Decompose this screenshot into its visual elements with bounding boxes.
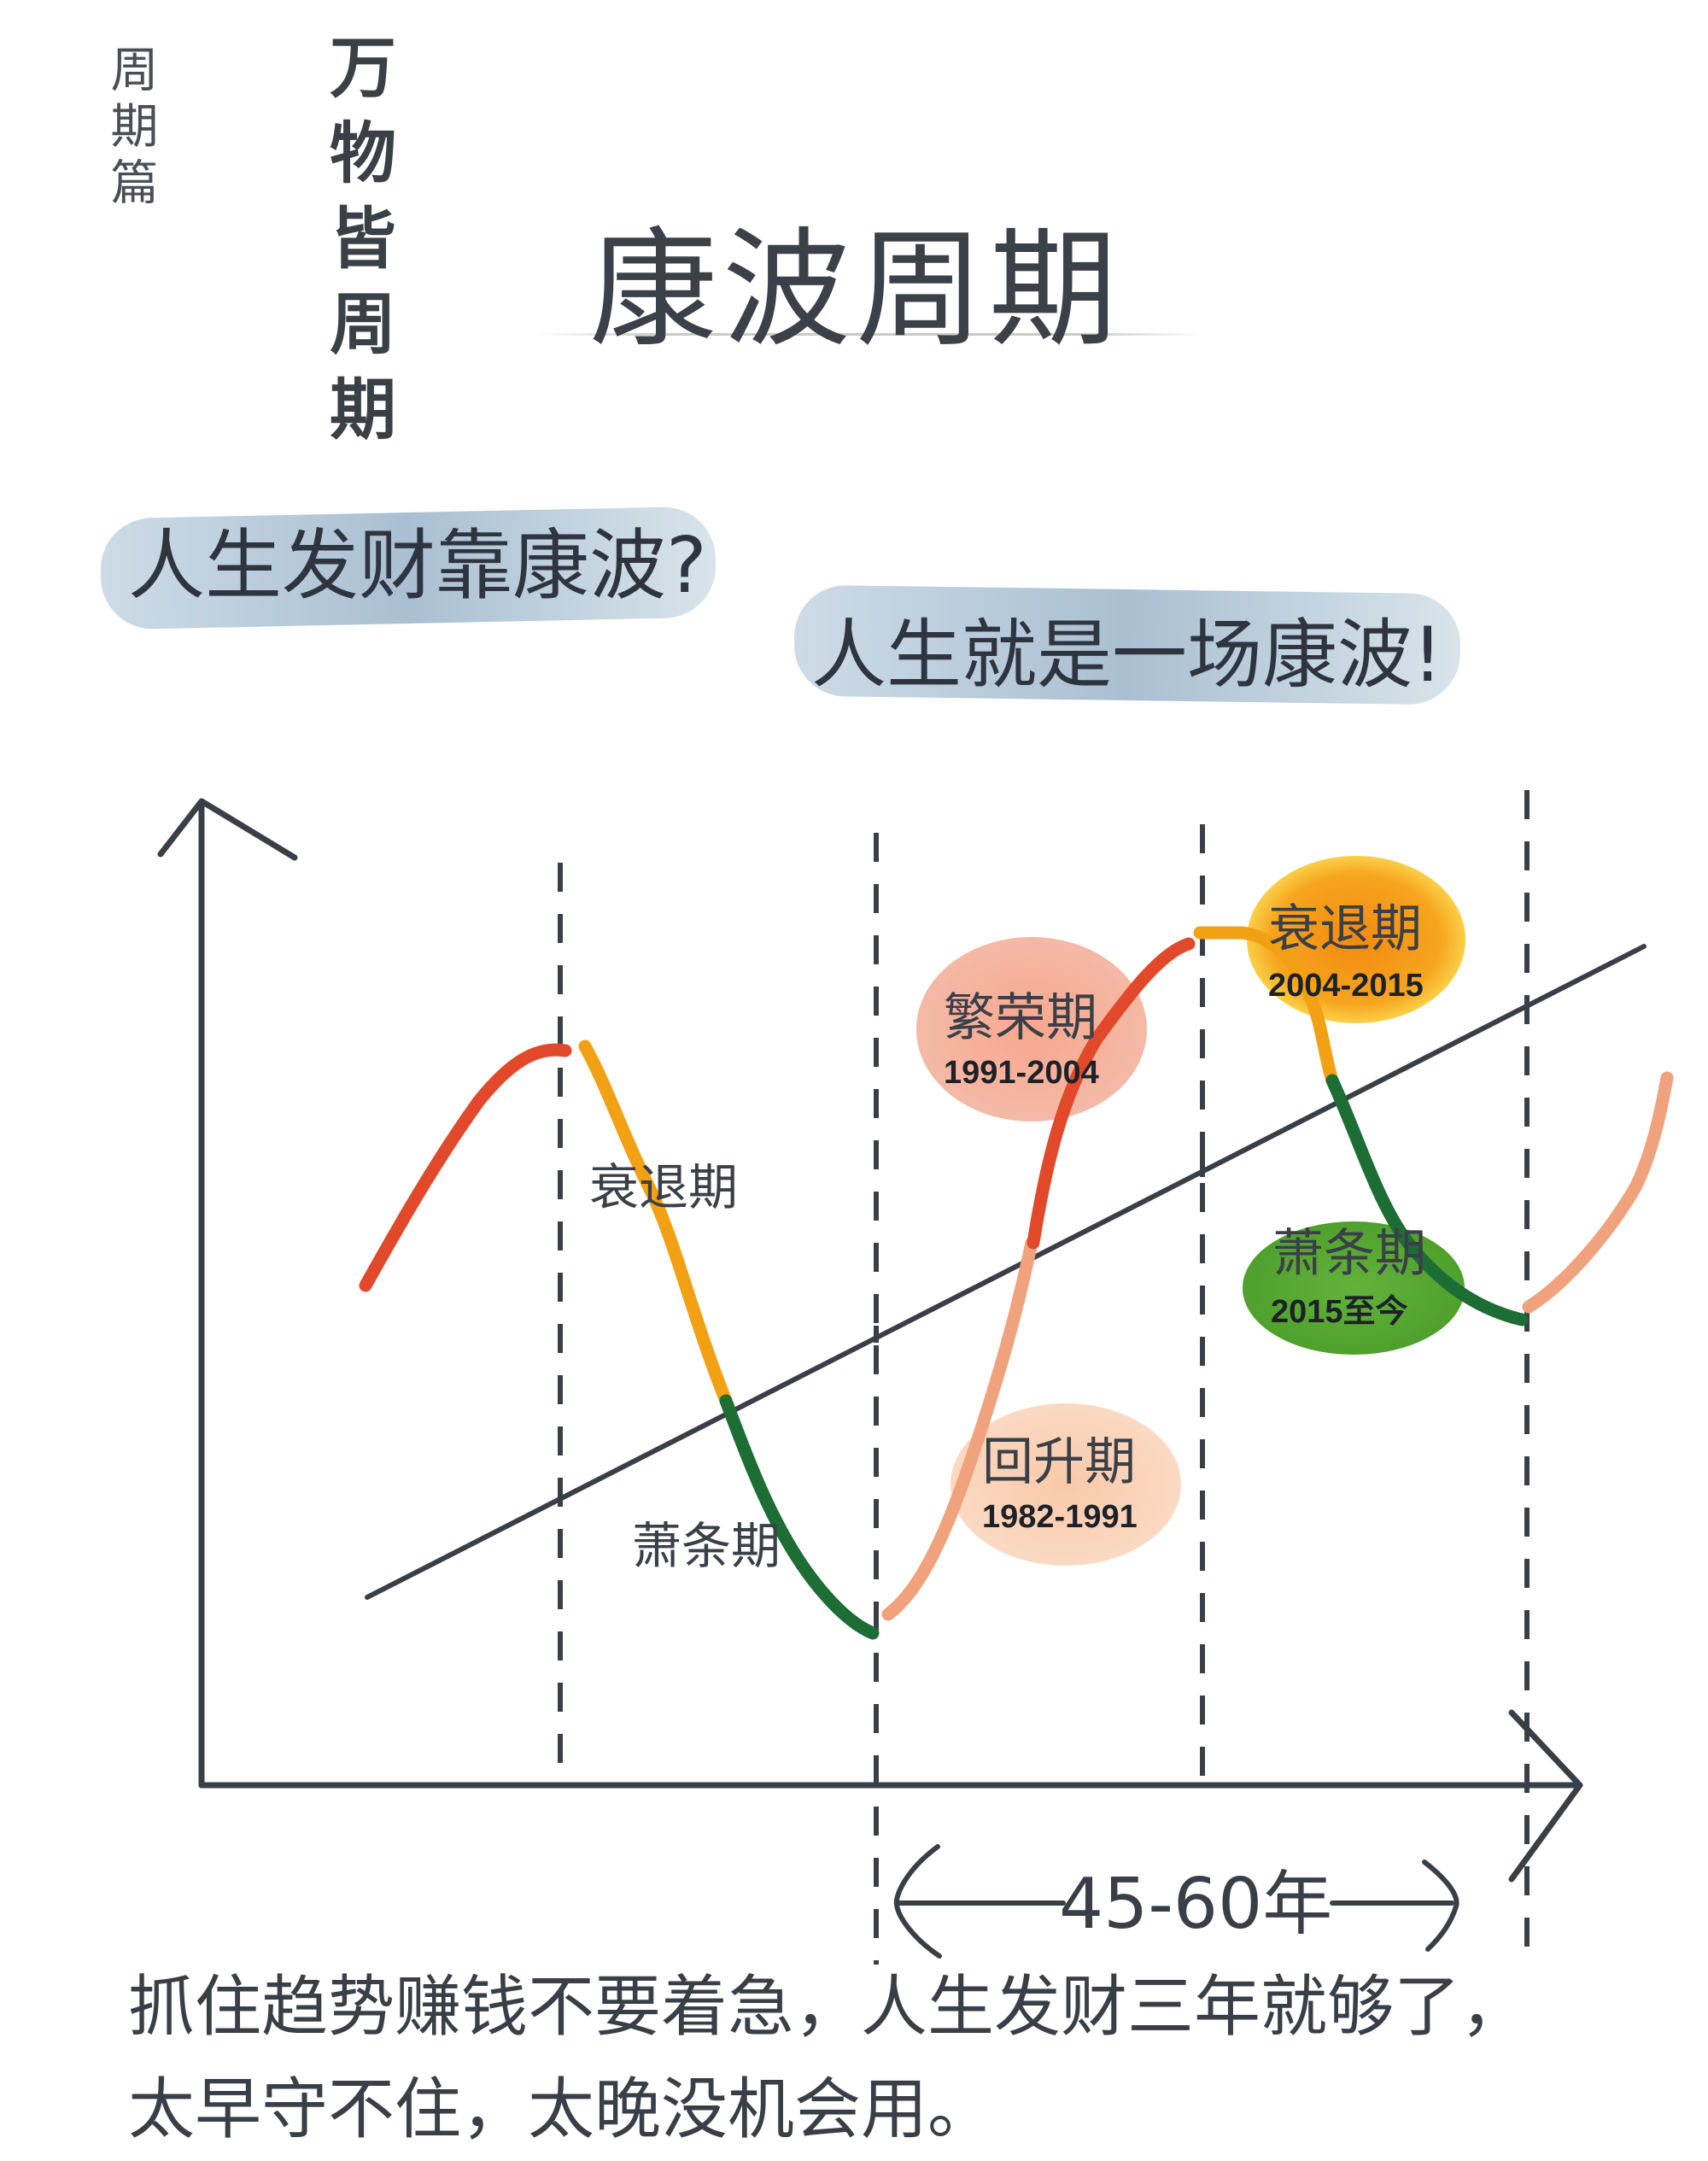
axes: [157, 798, 1583, 1883]
title-block: 康波周期: [538, 214, 1204, 367]
caption-line-2: 太早守不住，太晚没机会用。: [128, 2071, 995, 2148]
cycle-curve: [359, 926, 1674, 1640]
label-recovery-name: 回升期: [982, 1432, 1136, 1492]
label-depression-name: 萧条期: [1272, 1224, 1426, 1284]
curve-recovery-3: [1522, 1071, 1674, 1314]
phase-dividers: [558, 790, 1530, 1965]
span-indicator: [893, 1844, 1459, 1959]
curve-prosperity-1: [359, 1043, 572, 1292]
curve-depression-2: [1325, 1074, 1529, 1326]
label-recovery-years: 1982-1991: [982, 1499, 1138, 1535]
label-prosperity-years: 1991-2004: [944, 1055, 1099, 1091]
depression-blob: [1243, 1221, 1465, 1355]
label-prosperity-name: 繁荣期: [944, 988, 1097, 1048]
curve-recession-2: [1193, 926, 1339, 1087]
curve-recovery-2: [881, 1236, 1038, 1621]
caption-line-1: 抓住趋势赚钱不要着急，人生发财三年就够了，: [128, 1969, 1528, 2046]
recovery-blob: [951, 1403, 1181, 1566]
trend-line: [365, 944, 1647, 1600]
series-label: 周期篇: [102, 44, 158, 214]
answer-text: 人生就是一场康波!: [811, 611, 1443, 699]
label-recession-years: 2004-2015: [1268, 968, 1424, 1004]
y-axis-arrowhead: [157, 798, 298, 861]
curve-depression-1: [719, 1394, 880, 1640]
span-label: 45-60年: [1059, 1864, 1332, 1945]
span-right-arrowhead: [1422, 1859, 1459, 1952]
question-text: 人生发财靠康波?: [128, 521, 707, 611]
label-depression-1: 萧条期: [632, 1517, 781, 1575]
curve-recession-1: [578, 1040, 733, 1408]
curve-prosperity-2: [1027, 937, 1196, 1250]
label-recession-1: 衰退期: [589, 1158, 738, 1216]
title-underline: [538, 333, 1204, 336]
caption: 抓住趋势赚钱不要着急，人生发财三年就够了， 太早守不住，太晚没机会用。: [128, 1956, 1648, 2161]
label-recession-name: 衰退期: [1268, 899, 1422, 959]
label-depression-years: 2015至今: [1271, 1294, 1408, 1330]
page-title: 康波周期: [589, 216, 1123, 365]
x-axis-arrowhead: [1508, 1709, 1583, 1883]
trend-ticks: [558, 995, 1530, 1503]
tagline-vertical: 万物皆周期: [319, 32, 395, 460]
prosperity-blob: [916, 937, 1147, 1121]
